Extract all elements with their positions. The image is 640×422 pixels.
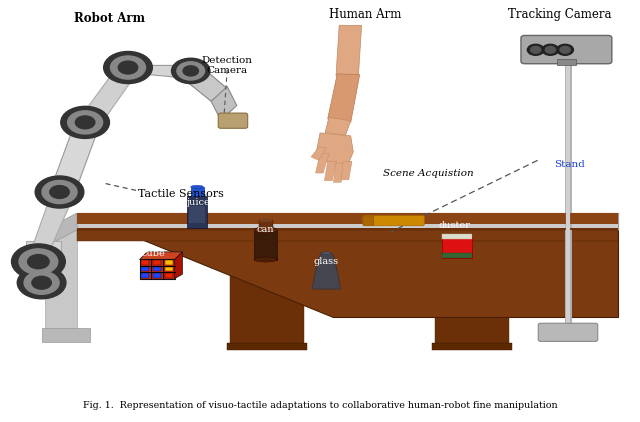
Polygon shape [77, 230, 618, 241]
Text: Scene Acquistion: Scene Acquistion [383, 168, 474, 178]
Polygon shape [26, 241, 61, 287]
Ellipse shape [259, 219, 273, 222]
Circle shape [118, 61, 138, 74]
Polygon shape [45, 213, 77, 247]
Bar [191, 187, 204, 196]
Ellipse shape [254, 257, 277, 262]
Circle shape [17, 267, 66, 299]
FancyBboxPatch shape [538, 323, 598, 341]
Circle shape [172, 58, 210, 84]
Polygon shape [325, 117, 351, 135]
Text: Stand: Stand [554, 160, 585, 169]
Circle shape [542, 44, 559, 55]
Bar [165, 260, 173, 265]
Polygon shape [435, 241, 509, 344]
Circle shape [42, 181, 77, 203]
Circle shape [19, 249, 58, 274]
Polygon shape [336, 25, 362, 76]
Text: duster: duster [438, 221, 470, 230]
Polygon shape [328, 74, 360, 122]
Bar [227, 343, 307, 350]
Circle shape [111, 56, 145, 79]
Bar [442, 234, 472, 239]
Circle shape [531, 46, 541, 53]
Polygon shape [341, 161, 352, 180]
FancyBboxPatch shape [363, 216, 424, 226]
Polygon shape [312, 253, 340, 289]
FancyBboxPatch shape [218, 113, 248, 128]
Bar [189, 206, 205, 223]
Polygon shape [182, 64, 227, 101]
Circle shape [177, 62, 205, 80]
Polygon shape [48, 127, 99, 196]
Circle shape [12, 244, 65, 279]
Bar [153, 267, 161, 271]
Text: can: can [257, 225, 275, 235]
Text: Fig. 1.  Representation of visuo-tactile adaptations to collaborative human-robo: Fig. 1. Representation of visuo-tactile … [83, 400, 557, 410]
Circle shape [68, 111, 102, 134]
Bar [259, 220, 273, 231]
Ellipse shape [321, 252, 332, 255]
Circle shape [76, 116, 95, 129]
Circle shape [28, 254, 49, 269]
Bar [141, 260, 149, 265]
Text: cube: cube [141, 249, 166, 258]
Polygon shape [140, 252, 182, 260]
Circle shape [61, 106, 109, 138]
Circle shape [527, 44, 544, 55]
Polygon shape [311, 147, 326, 160]
Text: Tracking Camera: Tracking Camera [508, 8, 612, 21]
Text: Tactile Sensors: Tactile Sensors [138, 189, 223, 199]
Text: Human Arm: Human Arm [328, 8, 401, 21]
Circle shape [50, 186, 69, 198]
Bar [432, 343, 512, 350]
Polygon shape [77, 213, 618, 316]
Text: juice: juice [186, 198, 211, 207]
Circle shape [557, 44, 573, 55]
Ellipse shape [191, 185, 204, 189]
Polygon shape [77, 213, 618, 224]
Text: highlighter: highlighter [360, 198, 421, 207]
Polygon shape [211, 87, 237, 120]
Circle shape [545, 46, 556, 53]
Polygon shape [77, 228, 618, 230]
Polygon shape [45, 230, 77, 329]
Bar [140, 260, 175, 279]
Text: glass: glass [314, 257, 339, 266]
Ellipse shape [254, 227, 277, 233]
Bar [442, 234, 472, 258]
Polygon shape [316, 154, 329, 173]
Polygon shape [324, 161, 337, 181]
Bar [153, 273, 161, 278]
Polygon shape [230, 241, 304, 344]
Polygon shape [333, 164, 344, 182]
Circle shape [24, 271, 59, 294]
Bar [254, 230, 277, 260]
Bar [165, 267, 173, 271]
Bar [42, 328, 90, 342]
FancyBboxPatch shape [364, 216, 374, 225]
Circle shape [32, 276, 51, 289]
Polygon shape [26, 194, 74, 266]
Circle shape [104, 51, 152, 84]
Circle shape [35, 176, 84, 208]
Circle shape [183, 66, 198, 76]
Bar [442, 253, 472, 258]
Text: Detection
Camera: Detection Camera [202, 56, 253, 75]
Bar [557, 59, 576, 65]
Circle shape [560, 46, 570, 53]
Polygon shape [175, 252, 182, 279]
FancyBboxPatch shape [521, 35, 612, 64]
Polygon shape [74, 68, 141, 127]
Polygon shape [77, 213, 618, 230]
Bar [141, 273, 149, 278]
Polygon shape [317, 133, 353, 167]
Bar [141, 267, 149, 271]
Bar [153, 260, 161, 265]
Bar [187, 196, 207, 228]
Polygon shape [118, 65, 198, 78]
Text: Robot Arm: Robot Arm [74, 13, 145, 25]
Bar [165, 273, 173, 278]
